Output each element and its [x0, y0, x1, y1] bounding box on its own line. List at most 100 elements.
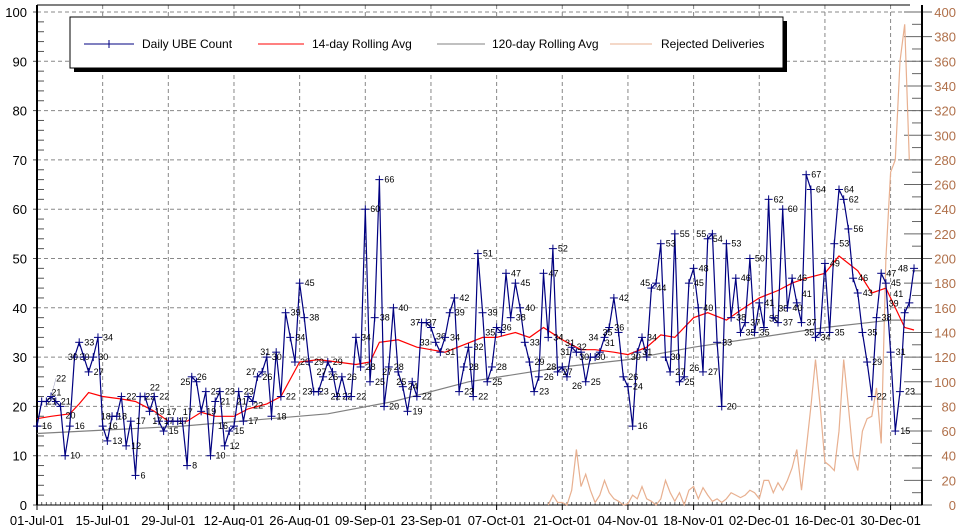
- data-label: 25: [591, 377, 601, 387]
- data-point: 46: [788, 273, 807, 283]
- data-point: 47: [877, 268, 896, 278]
- data-point: 28: [459, 362, 479, 372]
- y-tick-label: 0: [20, 498, 27, 513]
- data-point: 28: [384, 362, 404, 372]
- data-label: 30: [272, 352, 282, 362]
- data-point: 18: [101, 411, 121, 421]
- data-label: 15: [234, 426, 244, 436]
- data-point: 31: [633, 347, 652, 357]
- data-point: 37: [797, 318, 817, 328]
- data-label: 25: [685, 377, 695, 387]
- data-label: 45: [891, 278, 901, 288]
- data-label: 55: [680, 229, 690, 239]
- data-point: 55: [670, 229, 690, 239]
- y2-tick-label: 400: [934, 5, 956, 20]
- data-point: 67: [802, 170, 821, 180]
- data-point: 10: [61, 451, 80, 461]
- data-point: 53: [830, 239, 849, 249]
- data-label: 64: [844, 185, 854, 195]
- data-label: 13: [112, 436, 122, 446]
- data-label: 40: [703, 303, 713, 313]
- data-label: 22: [286, 392, 296, 402]
- data-label: 62: [849, 194, 859, 204]
- y2-tick-label: 300: [934, 128, 956, 143]
- data-label: 39: [455, 308, 465, 318]
- data-point: 24: [398, 382, 418, 392]
- data-point: 36: [426, 323, 446, 342]
- data-point: 62: [839, 194, 859, 204]
- data-label: 19: [155, 406, 165, 416]
- data-label: 27: [317, 367, 327, 377]
- data-point: 34: [441, 332, 460, 342]
- data-point: 46: [731, 273, 751, 283]
- data-point: 39: [445, 308, 465, 318]
- x-tick-label: 23-Sep-01: [401, 513, 462, 526]
- data-label: 22: [877, 392, 887, 402]
- data-label: 22: [478, 392, 488, 402]
- data-point: 35: [736, 328, 756, 338]
- data-point: 46: [849, 273, 868, 283]
- y2-tick-label: 360: [934, 54, 956, 69]
- data-point: 19: [197, 406, 216, 416]
- data-point: 26: [187, 372, 207, 382]
- data-point: 40: [783, 303, 802, 313]
- data-point: 60: [778, 204, 798, 214]
- data-point: 27: [666, 367, 685, 377]
- data-label: 6: [141, 470, 146, 480]
- data-point: 27: [553, 367, 573, 377]
- data-label: 22: [145, 392, 155, 402]
- data-label: 23: [302, 387, 312, 397]
- data-label: 38: [380, 313, 390, 323]
- y2-tick-label: 180: [934, 276, 956, 291]
- data-label: 37: [783, 318, 793, 328]
- data-label: 30: [579, 352, 589, 362]
- data-label: 19: [206, 406, 216, 416]
- data-label: 33: [530, 337, 540, 347]
- data-point: 38: [370, 313, 390, 323]
- data-label: 43: [863, 288, 873, 298]
- data-point: 23: [215, 387, 235, 397]
- data-label: 27: [675, 367, 685, 377]
- data-point: 22: [347, 392, 366, 402]
- data-label: 30: [671, 352, 681, 362]
- data-point: 22: [117, 392, 136, 402]
- data-label: 45: [305, 278, 315, 288]
- data-label: 38: [309, 313, 319, 323]
- data-point: 21: [42, 388, 61, 406]
- data-label: 26: [572, 381, 582, 391]
- data-point: 29: [863, 357, 882, 367]
- data-label: 39: [889, 299, 899, 309]
- y2-tick-label: 320: [934, 104, 956, 119]
- data-label: 22: [126, 392, 136, 402]
- data-point: 38: [727, 313, 746, 323]
- data-point: 24: [623, 382, 643, 392]
- data-point: 28: [546, 362, 567, 372]
- data-label: 64: [816, 185, 826, 195]
- data-point: 25: [365, 377, 385, 387]
- data-point: 25: [180, 377, 201, 387]
- data-label: 15: [169, 426, 179, 436]
- data-label: 52: [558, 244, 568, 254]
- data-point: 16: [65, 421, 85, 431]
- data-point: 53: [656, 239, 676, 249]
- data-label: 25: [492, 377, 502, 387]
- data-point: 34: [93, 332, 113, 342]
- y2-tick-label: 340: [934, 79, 956, 94]
- data-point: 37: [410, 318, 431, 328]
- data-point: 38: [506, 313, 526, 323]
- legend-item-rejected: Rejected Deliveries: [610, 37, 764, 51]
- data-label: 16: [638, 421, 648, 431]
- data-point: 26: [253, 372, 272, 382]
- data-point: 16: [98, 421, 118, 431]
- data-point: 29: [305, 357, 324, 367]
- data-point: 44: [647, 283, 666, 293]
- x-tick-label: 21-Oct-01: [533, 513, 591, 526]
- data-label: 34: [647, 332, 657, 342]
- data-label: 19: [413, 406, 423, 416]
- data-point: 19: [403, 406, 423, 416]
- data-label: 40: [398, 303, 408, 313]
- data-label: 23: [225, 387, 235, 397]
- data-point: 25: [581, 377, 601, 387]
- data-point: 23: [895, 387, 915, 397]
- data-label: 23: [905, 387, 915, 397]
